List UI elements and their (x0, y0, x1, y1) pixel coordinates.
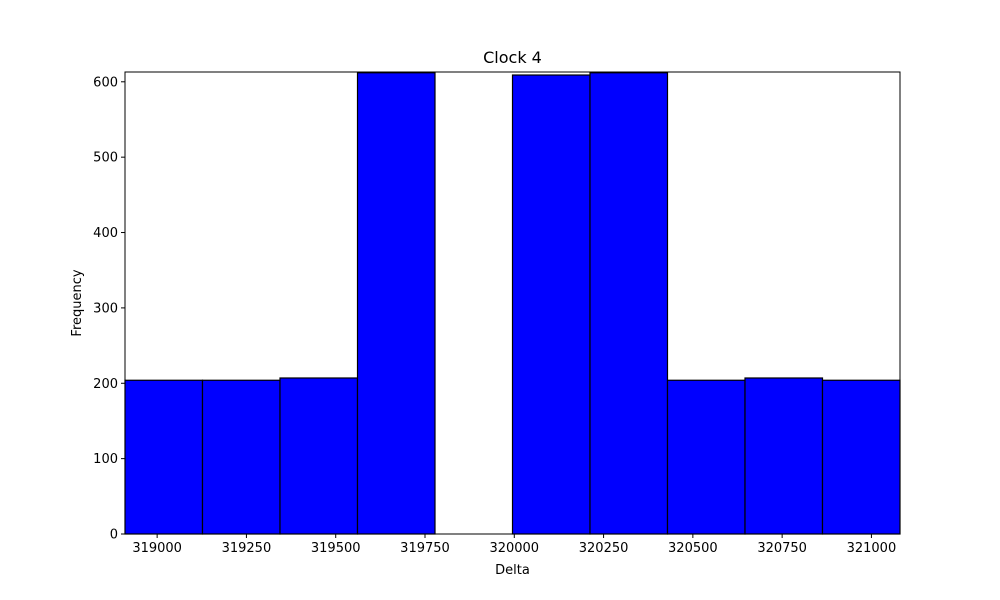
x-tick-label: 320250 (579, 541, 629, 556)
x-tick-label: 319250 (222, 541, 272, 556)
histogram-bar (666, 379, 746, 535)
x-tick-label: 319500 (311, 541, 361, 556)
histogram-bar (356, 72, 436, 535)
histogram-bar (821, 379, 901, 535)
histogram-bar (279, 377, 359, 535)
histogram-bar (589, 72, 669, 535)
x-tick-label: 320750 (757, 541, 807, 556)
y-tick-label: 0 (110, 528, 118, 543)
y-tick-label: 400 (93, 226, 118, 241)
y-tick-label: 600 (93, 75, 118, 90)
x-tick-label: 319750 (400, 541, 450, 556)
x-tick-label: 319000 (132, 541, 182, 556)
x-axis-ticks: 319000 319250 319500 319750 320000 320250 3205… (132, 534, 896, 556)
x-axis-label: Delta (495, 563, 530, 578)
y-tick-label: 500 (93, 151, 118, 166)
x-tick-label: 320500 (668, 541, 718, 556)
histogram-bar (124, 379, 204, 535)
x-tick-label: 321000 (847, 541, 897, 556)
y-tick-label: 200 (93, 377, 118, 392)
x-tick-label: 320000 (489, 541, 539, 556)
histogram-bar (744, 377, 824, 535)
y-tick-label: 100 (93, 452, 118, 467)
y-axis-ticks: 0 100 200 300 400 500 600 (93, 75, 125, 543)
plot-frame (124, 71, 901, 535)
histogram-bar (511, 74, 591, 535)
y-axis-label: Frequency (70, 269, 85, 336)
histogram-bar (201, 379, 281, 535)
chart-title: Clock 4 (483, 48, 542, 67)
bars-group (124, 72, 901, 535)
y-tick-label: 300 (93, 301, 118, 316)
